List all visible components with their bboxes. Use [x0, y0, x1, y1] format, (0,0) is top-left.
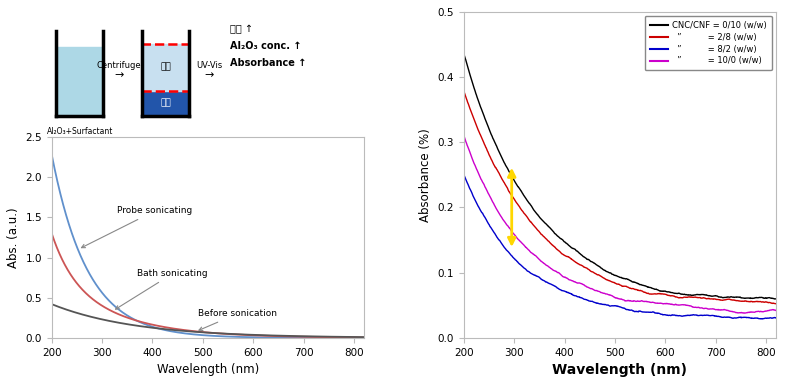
Text: Centrifuge: Centrifuge [96, 61, 141, 70]
Text: →: → [205, 70, 214, 80]
Text: →: → [114, 70, 123, 80]
Text: Before sonication: Before sonication [197, 310, 277, 331]
Bar [57, 46, 103, 116]
Y-axis label: Absorbance (%): Absorbance (%) [419, 128, 432, 222]
Bar [142, 44, 189, 91]
Text: UV-Vis: UV-Vis [197, 61, 223, 70]
Text: Al₂O₃+Surfactant: Al₂O₃+Surfactant [47, 127, 113, 136]
Text: Absorbance ↑: Absorbance ↑ [230, 58, 306, 68]
Text: Bath sonicating: Bath sonicating [115, 269, 208, 309]
Text: Probe sonicating: Probe sonicating [81, 207, 193, 248]
Legend: CNC/CNF = 0/10 (w/w),   ”          = 2/8 (w/w),   ”          = 8/2 (w/w),   ”   : CNC/CNF = 0/10 (w/w), ” = 2/8 (w/w), ” =… [645, 16, 772, 70]
Bar [142, 44, 189, 91]
Text: 분산: 분산 [160, 63, 171, 72]
Bar [142, 91, 189, 116]
Y-axis label: Abs. (a.u.): Abs. (a.u.) [7, 207, 20, 268]
Text: 침전: 침전 [160, 99, 171, 108]
Text: 분산 ↑: 분산 ↑ [230, 24, 252, 34]
X-axis label: Wavelength (nm): Wavelength (nm) [552, 363, 688, 377]
X-axis label: Wavelength (nm): Wavelength (nm) [157, 363, 259, 376]
Text: Al₂O₃ conc. ↑: Al₂O₃ conc. ↑ [230, 41, 301, 51]
